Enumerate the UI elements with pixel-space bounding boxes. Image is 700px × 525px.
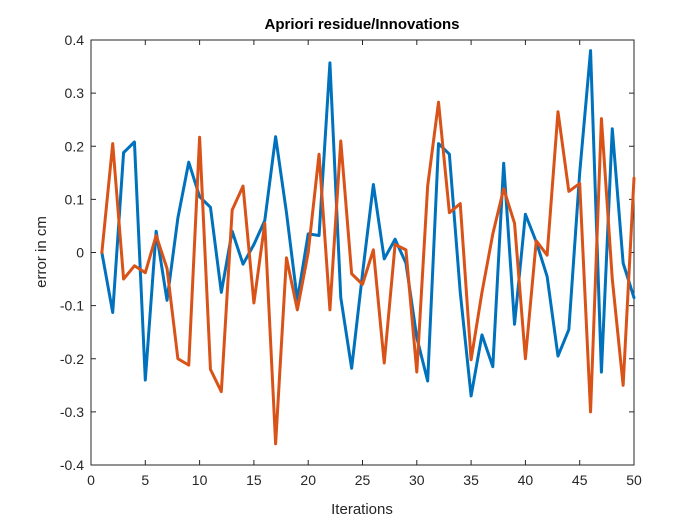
y-tick-label: -0.2 xyxy=(60,351,84,367)
y-tick-label: 0.4 xyxy=(65,32,85,48)
x-tick-label: 50 xyxy=(626,472,642,488)
y-tick-label: -0.3 xyxy=(60,404,84,420)
x-tick-label: 40 xyxy=(518,472,534,488)
x-tick-label: 10 xyxy=(192,472,208,488)
y-tick-label: 0.3 xyxy=(65,85,85,101)
series-line-2 xyxy=(100,100,636,446)
series-line-1 xyxy=(100,49,636,398)
x-tick-label: 35 xyxy=(463,472,479,488)
y-tick-label: 0.1 xyxy=(65,191,85,207)
x-tick-label: 0 xyxy=(87,472,95,488)
x-tick-label: 25 xyxy=(355,472,371,488)
x-tick-label: 30 xyxy=(409,472,425,488)
y-tick-label: -0.4 xyxy=(60,457,84,473)
chart-title: Apriori residue/Innovations xyxy=(264,16,459,33)
x-axis: 0 5 10 15 20 25 30 35 40 45 50 xyxy=(87,40,642,488)
y-tick-label: -0.1 xyxy=(60,298,84,314)
x-tick-label: 5 xyxy=(141,472,149,488)
x-tick-label: 45 xyxy=(572,472,588,488)
y-tick-label: 0 xyxy=(76,245,84,261)
x-tick-label: 15 xyxy=(246,472,262,488)
y-axis-label: error in cm xyxy=(33,216,50,288)
x-tick-label: 20 xyxy=(300,472,316,488)
y-tick-label: 0.2 xyxy=(65,138,85,154)
series-layer xyxy=(100,49,636,446)
x-axis-label: Iterations xyxy=(331,501,393,518)
y-axis: -0.4 -0.3 -0.2 -0.1 0 0.1 0.2 0.3 0.4 xyxy=(60,32,634,473)
